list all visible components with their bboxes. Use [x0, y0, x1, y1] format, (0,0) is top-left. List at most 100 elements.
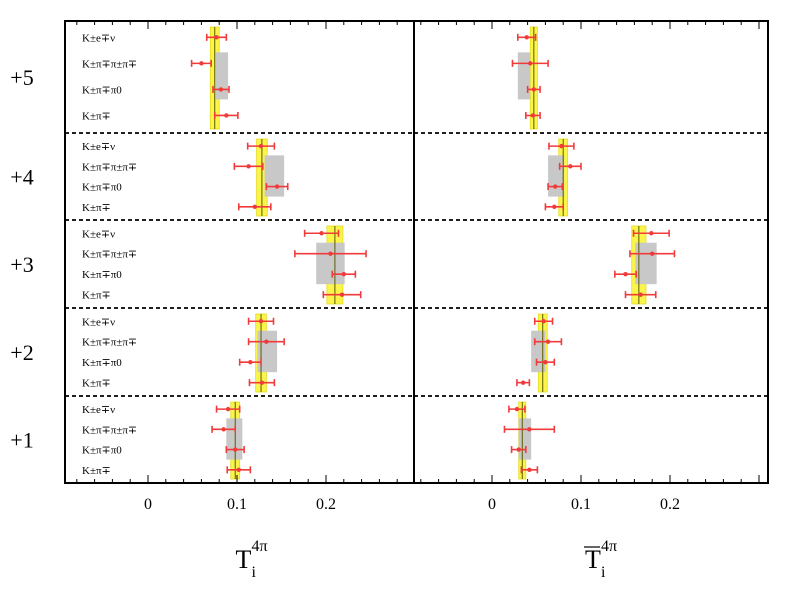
- point-marker: [233, 447, 238, 452]
- point-marker: [638, 292, 643, 297]
- systematic-box: [257, 330, 278, 373]
- channel-label: K±π∓π0: [82, 269, 122, 281]
- panels: K±e∓ν K±π∓π±π∓ K±π∓π0 K±π∓ K±e∓ν K±π∓π±π∓ K±π∓…: [65, 26, 768, 480]
- data-point: [624, 291, 657, 299]
- axis-title-sub: i: [252, 564, 257, 581]
- point-marker: [199, 61, 204, 66]
- data-point: [544, 203, 565, 211]
- data-point: [225, 446, 245, 454]
- data-point: [211, 425, 237, 433]
- systematic-box: [518, 418, 532, 460]
- point-marker: [248, 359, 253, 365]
- data-point: [510, 446, 527, 454]
- data-point: [526, 85, 541, 93]
- point-marker: [236, 467, 241, 473]
- point-marker: [545, 339, 551, 344]
- bin-+1: [503, 401, 556, 480]
- channel-label: K±e∓ν: [82, 228, 115, 240]
- channel-label: K±π∓: [82, 290, 111, 302]
- data-point: [233, 162, 264, 170]
- data-point: [265, 183, 289, 191]
- channel-label: K±π∓π±π∓: [82, 58, 137, 70]
- panel-2: [414, 26, 768, 480]
- bin-+1: [211, 401, 252, 480]
- channel-label: K±π∓: [82, 465, 111, 477]
- channel-label: K±π∓π±π∓: [82, 249, 137, 261]
- point-marker: [520, 380, 526, 385]
- x-tick-label: 0: [144, 496, 152, 513]
- axis-title-sup: 4π: [252, 538, 268, 555]
- channel-label: K±π∓π0: [82, 84, 122, 96]
- point-marker: [527, 467, 532, 473]
- point-marker: [559, 143, 564, 149]
- point-marker: [541, 319, 546, 324]
- axis-title-sub: i: [601, 564, 606, 581]
- systematic-box: [548, 155, 565, 197]
- data-point: [517, 33, 537, 41]
- point-marker: [264, 339, 269, 344]
- point-marker: [531, 87, 537, 92]
- channel-label: K±π∓π±π∓: [82, 161, 137, 173]
- point-marker: [516, 447, 521, 452]
- axis-title-main: T: [236, 545, 252, 574]
- systematic-box: [531, 330, 546, 373]
- point-marker: [328, 251, 333, 256]
- point-marker: [528, 61, 533, 66]
- channel-label: K±e∓ν: [82, 316, 115, 328]
- data-point: [226, 466, 252, 474]
- plot-frame: [64, 20, 769, 484]
- point-marker: [224, 113, 229, 118]
- point-marker: [552, 184, 558, 189]
- row-label: +5: [10, 65, 33, 90]
- bin-+2: [516, 313, 563, 393]
- channel-labels: K±e∓ν K±π∓π±π∓ K±π∓π0 K±π∓ K±e∓ν K±π∓π±π∓ K±π∓…: [82, 32, 137, 477]
- row-label: +1: [10, 428, 33, 453]
- channel-label: K±π∓π0: [82, 357, 122, 369]
- x-axes: 0 0.1 0.2 T i 4π 0 0.1 0.2 T i 4π: [76, 21, 760, 581]
- channel-label: K±π∓π0: [82, 445, 122, 457]
- data-point: [212, 85, 230, 93]
- x-tick-label: 0.1: [571, 496, 591, 513]
- panel-1: K±e∓ν K±π∓π±π∓ K±π∓π0 K±π∓ K±e∓ν K±π∓π±π∓ K±π∓…: [65, 26, 414, 480]
- data-point: [511, 59, 549, 67]
- data-point: [190, 59, 212, 67]
- row-label: +3: [10, 252, 33, 277]
- data-point: [238, 358, 262, 366]
- channel-label: K±π∓: [82, 378, 111, 390]
- x-tick-label: 0: [488, 496, 496, 513]
- data-point: [632, 229, 670, 237]
- point-marker: [339, 292, 345, 297]
- point-marker: [341, 271, 346, 277]
- data-point: [520, 466, 539, 474]
- x-tick-label: 0.1: [227, 496, 247, 513]
- point-marker: [225, 406, 231, 412]
- point-marker: [623, 271, 628, 277]
- row-labels: +5 +4 +3 +2 +1: [10, 65, 33, 453]
- point-marker: [319, 231, 324, 236]
- systematic-box: [316, 242, 345, 285]
- bin-+4: [544, 138, 582, 217]
- data-point: [614, 270, 637, 278]
- point-marker: [258, 143, 264, 149]
- data-point: [248, 379, 276, 387]
- point-marker: [214, 35, 219, 40]
- x-axis-1: 0 0.1 0.2 T i 4π: [76, 21, 398, 581]
- data-point: [516, 379, 531, 387]
- data-point: [247, 338, 285, 346]
- point-marker: [568, 164, 573, 169]
- x-axis-2: 0 0.1 0.2 T i 4π: [420, 21, 760, 581]
- data-point: [525, 111, 541, 119]
- data-point: [237, 203, 272, 211]
- channel-label: K±e∓ν: [82, 404, 115, 416]
- axis-title-main: T: [585, 545, 601, 574]
- data-point: [246, 142, 276, 150]
- data-point: [533, 317, 554, 325]
- point-marker: [552, 204, 557, 210]
- data-point: [294, 250, 367, 258]
- point-marker: [252, 204, 257, 210]
- data-point: [533, 338, 563, 346]
- row-label: +4: [10, 165, 33, 190]
- point-marker: [274, 184, 280, 189]
